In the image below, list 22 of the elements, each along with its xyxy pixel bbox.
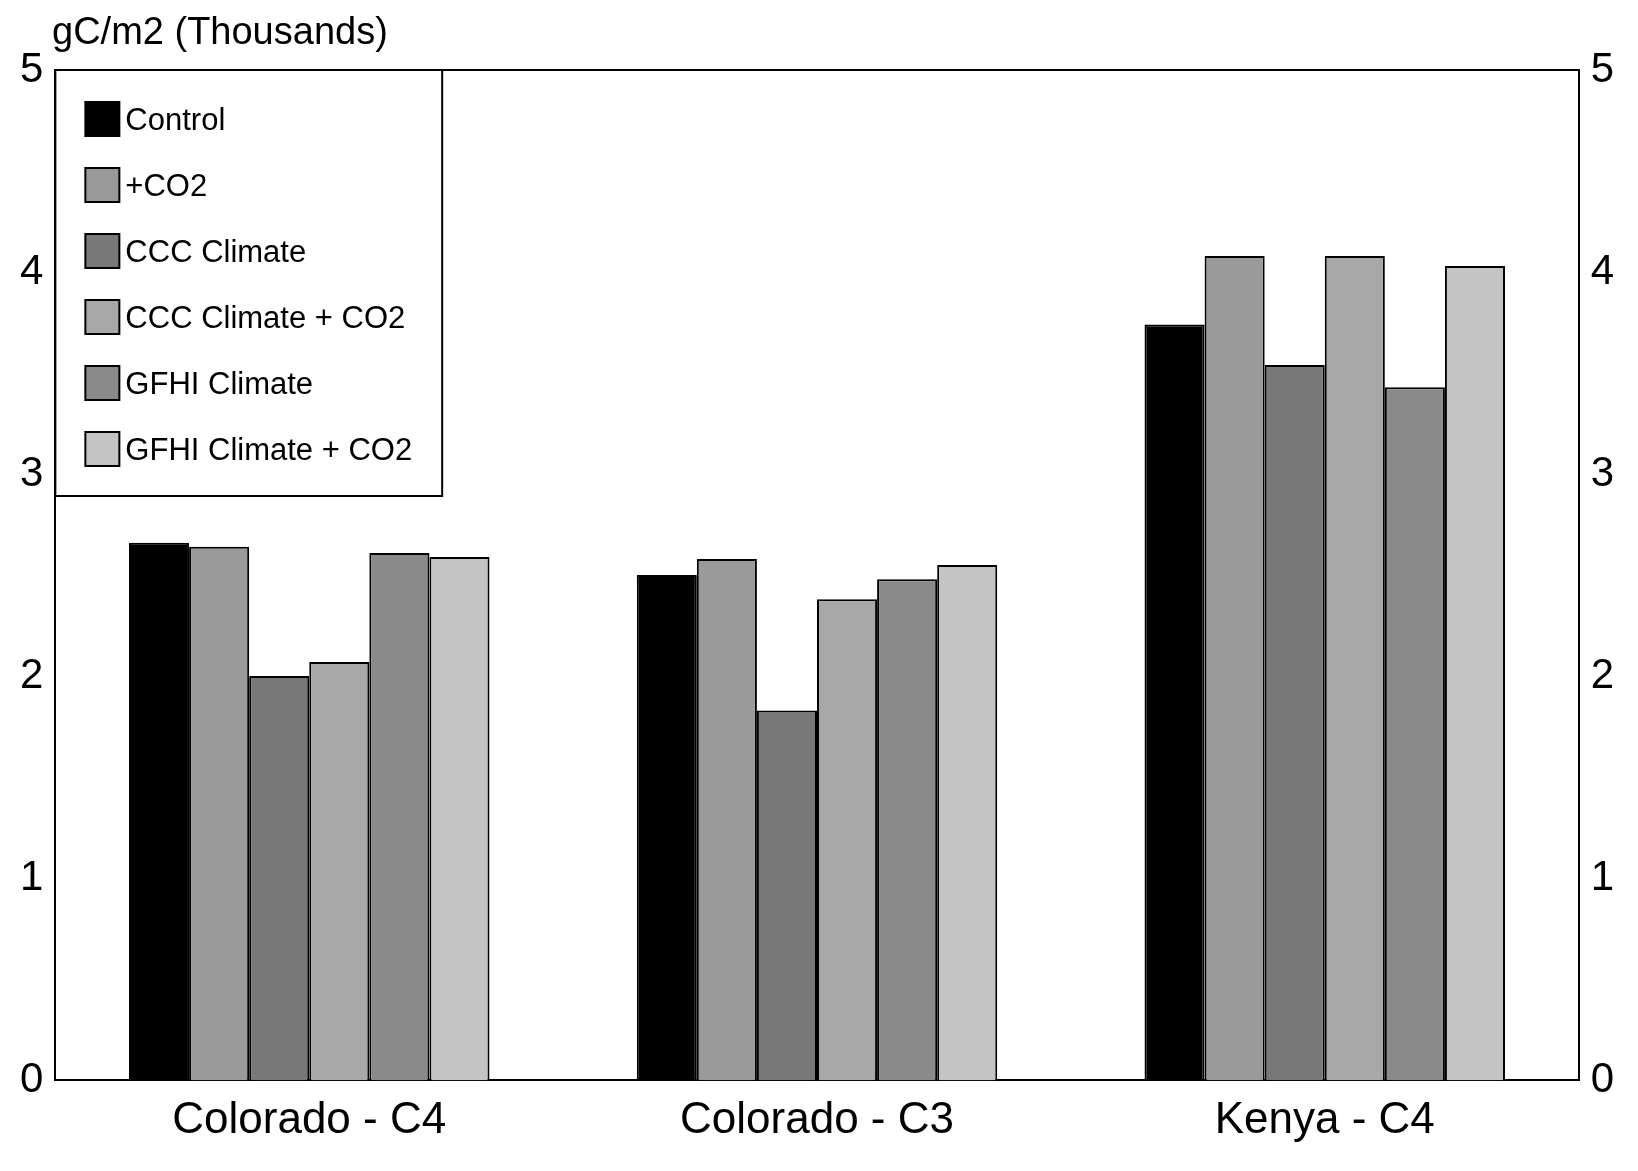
y2-tick-label: 4 [1590,245,1614,293]
y-tick-label: 0 [20,1053,44,1101]
x-tick-label: Colorado - C4 [172,1092,447,1142]
x-tick-label: Kenya - C4 [1214,1092,1435,1142]
legend-label: GFHI Climate + CO2 [125,431,413,467]
y-tick-label: 4 [20,245,44,293]
y-tick-label: 2 [20,649,44,697]
y2-tick-label: 5 [1590,43,1614,91]
legend-label: Control [125,101,226,137]
y2-tick-label: 2 [1590,649,1614,697]
y-tick-label: 3 [20,447,44,495]
legend-label: +CO2 [125,167,208,203]
y2-tick-label: 0 [1590,1053,1614,1101]
y-tick-label: 1 [20,851,44,899]
legend-label: GFHI Climate [125,365,314,401]
legend-label: CCC Climate + CO2 [125,299,406,335]
y2-tick-label: 1 [1590,851,1614,899]
x-tick-label: Colorado - C3 [680,1092,954,1142]
y-tick-label: 5 [20,43,44,91]
y-axis-title: gC/m2 (Thousands) [52,10,388,52]
y2-tick-label: 3 [1590,447,1614,495]
legend-label: CCC Climate [125,233,307,269]
